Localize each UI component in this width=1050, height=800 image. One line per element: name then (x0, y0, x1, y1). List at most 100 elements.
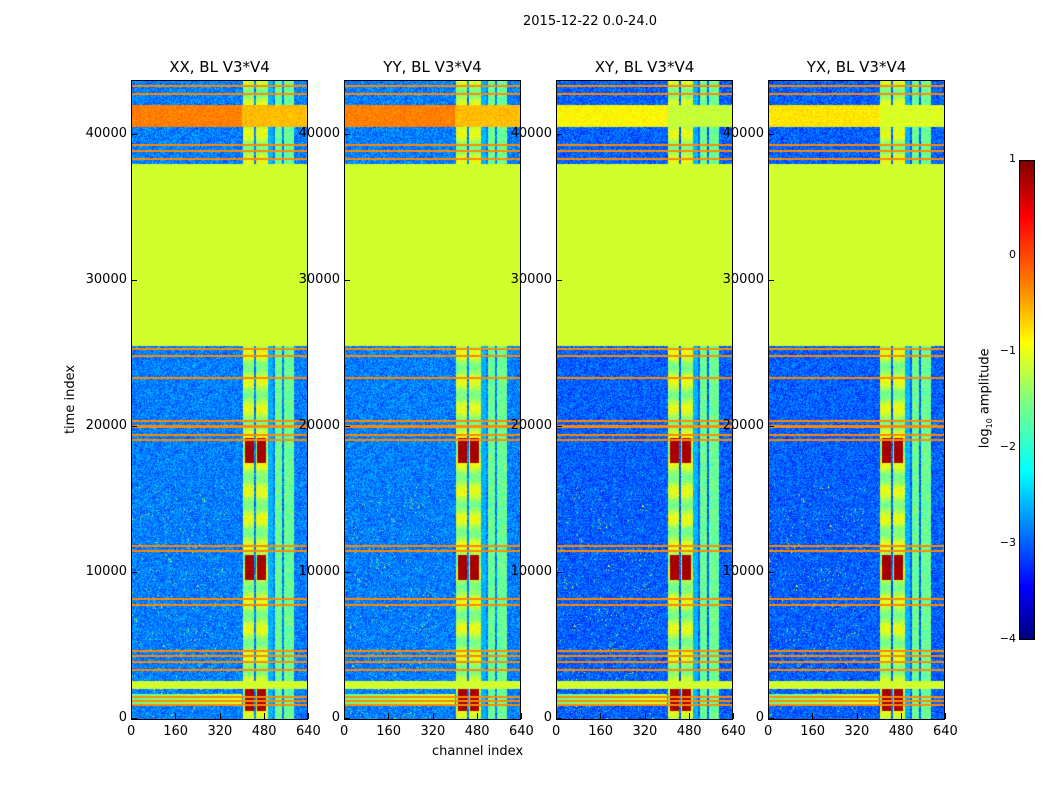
heatmap-image (769, 81, 944, 719)
x-tick-label: 480 (464, 724, 490, 739)
y-tick-mark (556, 718, 562, 719)
heatmap-image (557, 81, 732, 719)
y-tick-mark (131, 718, 137, 719)
y-tick-mark (768, 572, 774, 573)
colorbar-tick-label: −2 (999, 440, 1016, 453)
x-axis-label: channel index (432, 744, 524, 759)
panel-title: YX, BL V3*V4 (806, 58, 907, 76)
colorbar-label: log10 amplitude (977, 348, 995, 449)
y-tick-mark (556, 280, 562, 281)
y-tick-mark (768, 280, 774, 281)
x-tick-mark (733, 713, 734, 719)
x-tick-mark (263, 713, 265, 719)
waterfall-panel (131, 80, 308, 720)
y-tick-mark (131, 280, 137, 281)
y-tick-label: 40000 (510, 126, 552, 141)
y-tick-mark (344, 134, 350, 135)
y-tick-label: 20000 (510, 418, 552, 433)
x-tick-label: 160 (800, 724, 826, 739)
x-tick-mark (432, 713, 434, 719)
x-tick-mark (644, 713, 646, 719)
colorbar-tick-label: −3 (999, 536, 1016, 549)
y-tick-mark (556, 134, 562, 135)
x-tick-mark (476, 713, 478, 719)
y-tick-label: 40000 (85, 126, 127, 141)
y-tick-mark (344, 426, 350, 427)
y-tick-mark (768, 718, 774, 719)
x-tick-mark (344, 713, 345, 719)
y-tick-label: 10000 (510, 564, 552, 579)
x-tick-label: 320 (207, 724, 233, 739)
y-tick-mark (131, 572, 137, 573)
y-tick-mark (556, 426, 562, 427)
y-tick-label: 10000 (85, 564, 127, 579)
heatmap-image (345, 81, 520, 719)
y-tick-mark (344, 280, 350, 281)
y-tick-label: 10000 (722, 564, 764, 579)
y-tick-label: 30000 (298, 272, 340, 287)
x-tick-label: 0 (764, 724, 773, 739)
y-tick-mark (768, 426, 774, 427)
x-tick-label: 640 (296, 724, 321, 739)
x-tick-label: 0 (340, 724, 349, 739)
y-tick-label: 0 (331, 710, 340, 725)
y-tick-mark (344, 718, 350, 719)
x-tick-label: 640 (721, 724, 746, 739)
x-tick-label: 480 (888, 724, 914, 739)
x-tick-label: 320 (632, 724, 658, 739)
panel-title: YY, BL V3*V4 (383, 58, 482, 76)
x-tick-label: 320 (844, 724, 870, 739)
x-tick-mark (388, 713, 390, 719)
y-axis-label: time index (63, 364, 79, 435)
y-tick-mark (768, 134, 774, 135)
y-tick-label: 0 (543, 710, 552, 725)
y-tick-label: 0 (755, 710, 764, 725)
y-tick-mark (556, 572, 562, 573)
x-tick-label: 0 (552, 724, 561, 739)
x-tick-mark (900, 713, 902, 719)
panel-title: XX, BL V3*V4 (169, 58, 270, 76)
panel-title: XY, BL V3*V4 (594, 58, 695, 76)
x-tick-mark (856, 713, 858, 719)
x-tick-label: 320 (420, 724, 446, 739)
x-tick-label: 640 (933, 724, 958, 739)
x-tick-mark (175, 713, 177, 719)
x-tick-label: 160 (163, 724, 189, 739)
y-tick-label: 30000 (85, 272, 127, 287)
x-tick-mark (521, 713, 522, 719)
colorbar-tick-label: −1 (999, 344, 1016, 357)
x-tick-label: 480 (676, 724, 702, 739)
x-tick-label: 0 (127, 724, 136, 739)
figure-title: 2015-12-22 0.0-24.0 (523, 14, 657, 29)
y-tick-label: 0 (118, 710, 127, 725)
y-tick-mark (344, 572, 350, 573)
x-tick-label: 480 (251, 724, 277, 739)
x-tick-mark (219, 713, 221, 719)
x-tick-mark (812, 713, 814, 719)
waterfall-panel (768, 80, 945, 720)
x-tick-mark (688, 713, 690, 719)
x-tick-mark (308, 713, 309, 719)
y-tick-label: 20000 (722, 418, 764, 433)
colorbar (1019, 160, 1035, 640)
y-tick-mark (131, 134, 137, 135)
x-tick-label: 160 (588, 724, 614, 739)
x-tick-mark (131, 713, 132, 719)
y-tick-mark (131, 426, 137, 427)
heatmap-image (132, 81, 307, 719)
y-tick-label: 10000 (298, 564, 340, 579)
x-tick-mark (556, 713, 557, 719)
x-tick-mark (945, 713, 946, 719)
y-tick-label: 30000 (722, 272, 764, 287)
colorbar-tick-label: 1 (1009, 152, 1016, 165)
x-tick-mark (768, 713, 769, 719)
y-tick-label: 30000 (510, 272, 552, 287)
y-tick-label: 40000 (722, 126, 764, 141)
waterfall-panel (344, 80, 521, 720)
colorbar-tick-label: 0 (1009, 248, 1016, 261)
x-tick-label: 640 (509, 724, 534, 739)
x-tick-mark (600, 713, 602, 719)
colorbar-tick-label: −4 (999, 632, 1016, 645)
y-tick-label: 20000 (298, 418, 340, 433)
